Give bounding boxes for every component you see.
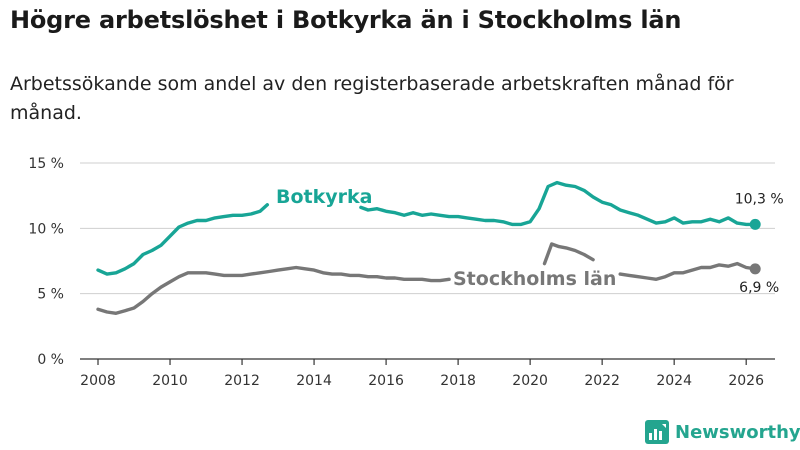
x-tick-label: 2014 [296,373,332,389]
y-axis: 0 % 5 % 10 % 15 % [28,156,64,368]
stockholm-end-label: 6,9 % [739,280,779,296]
botkyrka-line [359,180,757,227]
y-tick-label: 15 % [28,156,64,172]
brand-name: Newsworthy [675,421,800,443]
botkyrka-end-point [749,218,761,230]
series-lines [96,180,761,315]
stockholm-line [96,265,451,315]
x-tick-label: 2016 [368,373,404,389]
stockholm-line [542,242,595,266]
chart-subtitle: Arbetssökande som andel av den registerb… [10,73,734,124]
x-tick-label: 2008 [80,373,116,389]
x-tick-label: 2026 [728,373,764,389]
botkyrka-series-label: Botkyrka [276,186,372,208]
x-tick-label: 2018 [440,373,476,389]
newsworthy-logo-icon [645,420,669,444]
x-tick-label: 2022 [584,373,620,389]
x-tick-label: 2020 [512,373,548,389]
series-labels: 10,3 % 6,9 % Botkyrka Stockholms län [276,186,784,296]
stockholm-line [618,261,757,281]
x-axis: 2008 2010 2012 2014 2016 2018 2020 2022 2024 2026 [80,358,775,389]
stockholm-end-point [749,263,761,275]
y-tick-label: 0 % [37,352,64,368]
y-tick-label: 5 % [37,287,64,303]
brand: Newsworthy [645,420,800,444]
x-tick-label: 2010 [152,373,188,389]
chart-title: Högre arbetslöshet i Botkyrka än i Stock… [10,6,682,34]
gridlines [80,162,775,295]
y-tick-label: 10 % [28,221,64,237]
botkyrka-line [96,203,269,276]
x-tick-label: 2012 [224,373,260,389]
botkyrka-end-label: 10,3 % [735,191,784,207]
x-tick-label: 2024 [656,373,692,389]
stockholm-series-label: Stockholms län [453,268,616,290]
